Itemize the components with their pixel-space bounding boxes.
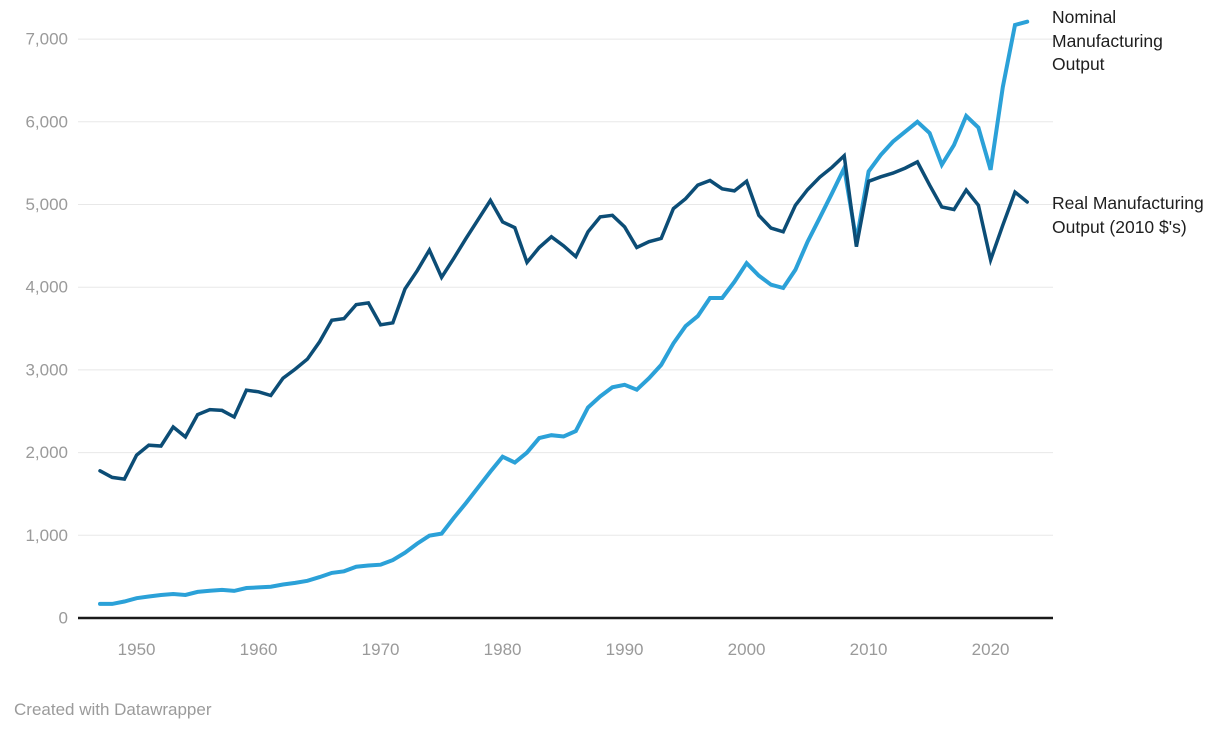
y-axis-labels: 0 1,000 2,000 3,000 4,000 5,000 6,000 7,000 (25, 30, 68, 628)
y-tick-label-1000: 1,000 (25, 526, 68, 545)
y-tick-label-2000: 2,000 (25, 443, 68, 462)
x-tick-label-2000: 2000 (728, 640, 766, 659)
y-tick-label-3000: 3,000 (25, 360, 68, 379)
x-tick-label-2020: 2020 (972, 640, 1010, 659)
legend-label-real-series: Real Manufacturing Output (2010 $'s) (1052, 193, 1204, 237)
y-tick-label-5000: 5,000 (25, 195, 68, 214)
x-tick-label-1980: 1980 (484, 640, 522, 659)
series-line-nominal[interactable] (98, 19, 1030, 606)
x-tick-label-1970: 1970 (362, 640, 400, 659)
x-tick-label-1990: 1990 (606, 640, 644, 659)
x-tick-label-2010: 2010 (850, 640, 888, 659)
legend-label-nominal-series: Nominal Manufacturing Output (1052, 7, 1163, 74)
gridlines (78, 38, 1053, 536)
x-tick-label-1950: 1950 (118, 640, 156, 659)
series-line-real[interactable] (98, 152, 1029, 482)
y-tick-label-7000: 7,000 (25, 30, 68, 49)
y-tick-label-0: 0 (59, 609, 68, 628)
x-axis-labels: 1950 1960 1970 1980 1990 2000 2010 2020 (118, 640, 1010, 659)
data-series-lines (98, 19, 1030, 606)
y-tick-label-6000: 6,000 (25, 112, 68, 131)
datawrapper-attribution-link[interactable]: Created with Datawrapper (14, 700, 212, 719)
y-tick-label-4000: 4,000 (25, 278, 68, 297)
x-tick-label-1960: 1960 (240, 640, 278, 659)
